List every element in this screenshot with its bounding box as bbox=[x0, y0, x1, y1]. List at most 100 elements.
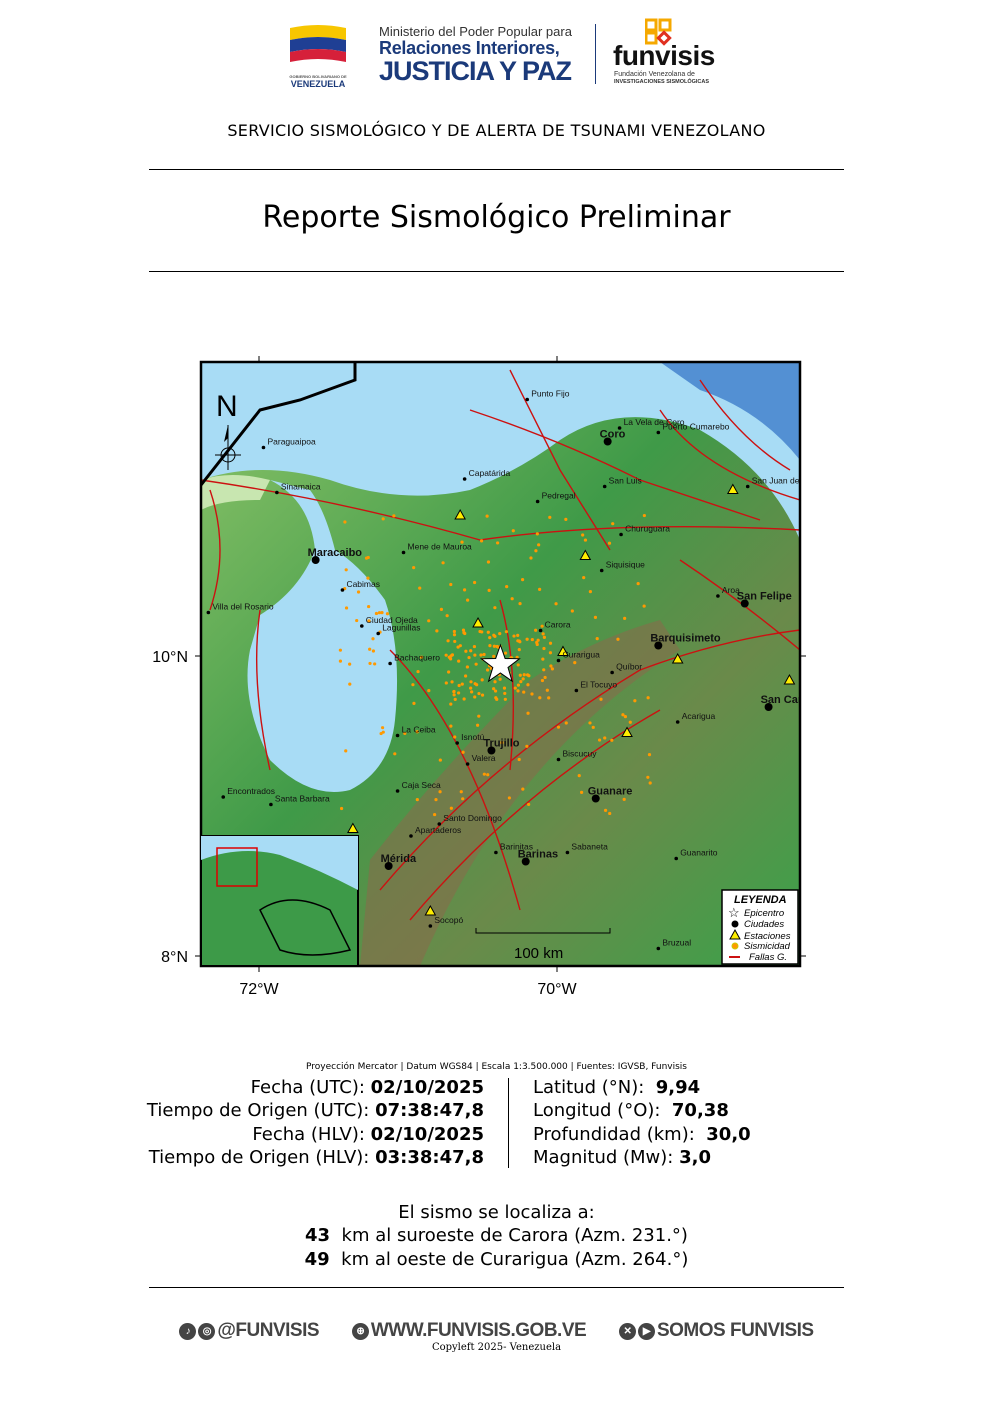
deep-sea bbox=[660, 362, 800, 460]
seismicity-dot bbox=[449, 582, 453, 587]
seismicity-dot bbox=[467, 655, 471, 660]
seismicity-dot bbox=[622, 797, 626, 801]
seismicity-dot bbox=[477, 691, 481, 696]
lat-tick-label: 10°N bbox=[152, 649, 188, 666]
city-label: Bachaquero bbox=[394, 653, 440, 663]
seismicity-dot bbox=[518, 673, 522, 677]
seismicity-dot bbox=[427, 619, 431, 623]
seismicity-dot bbox=[473, 653, 477, 657]
city-label: Coro bbox=[600, 429, 626, 441]
seismicity-dot bbox=[486, 630, 490, 634]
seismicity-dot bbox=[452, 629, 456, 634]
seismicity-dot bbox=[462, 697, 466, 701]
seismicity-dot bbox=[603, 808, 608, 812]
city-dot bbox=[538, 628, 543, 633]
channel-name[interactable]: SOMOS FUNVISIS bbox=[656, 1320, 814, 1341]
city-dot bbox=[487, 746, 496, 755]
seismicity-dot bbox=[520, 578, 525, 582]
city-label: Churuguara bbox=[625, 524, 670, 534]
seismicity-dot bbox=[476, 723, 480, 727]
seismicity-dot bbox=[464, 674, 468, 678]
city-label: Sinamaica bbox=[281, 482, 321, 492]
seismicity-dot bbox=[540, 624, 544, 628]
seismicity-dot bbox=[500, 740, 504, 745]
city-label: San Luis bbox=[609, 476, 642, 486]
station-marker bbox=[454, 508, 466, 520]
seismicity-dot bbox=[411, 683, 415, 687]
location-ref: 43 km al suroeste de Carora (Azm. 231.°) bbox=[305, 1225, 688, 1247]
city-label: Mérida bbox=[381, 853, 417, 865]
city-label: Acarigua bbox=[682, 711, 716, 721]
info-divider bbox=[508, 1078, 509, 1168]
seismicity-dot bbox=[525, 673, 530, 677]
seismicity-dot-icon bbox=[731, 942, 739, 950]
seismicity-dot bbox=[367, 619, 371, 623]
seismicity-dot bbox=[446, 639, 450, 643]
city-label: Barquisimeto bbox=[650, 633, 721, 645]
info-row: Magnitud (Mw): 3,0 bbox=[533, 1146, 711, 1168]
seismicity-dot bbox=[498, 632, 502, 636]
scale-label: 100 km bbox=[514, 945, 563, 962]
legend-sismicidad: Sismicidad bbox=[744, 941, 791, 952]
seismicity-dot bbox=[461, 797, 465, 801]
seismicity-dot bbox=[518, 640, 522, 644]
social-handle[interactable]: @FUNVISIS bbox=[217, 1320, 320, 1341]
border-line bbox=[201, 362, 357, 486]
seismicity-dot bbox=[355, 618, 359, 623]
location-ref: 49 km al oeste de Curarigua (Azm. 264.°) bbox=[304, 1248, 689, 1270]
seismicity-dot bbox=[460, 682, 464, 686]
station-marker bbox=[726, 483, 739, 494]
seismicity-dot bbox=[556, 725, 561, 729]
city-dot bbox=[455, 741, 459, 745]
city-dot bbox=[656, 946, 661, 951]
seismicity-dot bbox=[482, 772, 486, 776]
tiktok-icon[interactable]: ♪ bbox=[179, 1323, 197, 1340]
seismicity-dot bbox=[348, 662, 352, 666]
divider bbox=[149, 169, 844, 170]
seismicity-dot bbox=[453, 735, 457, 739]
seismicity-dot bbox=[543, 675, 547, 680]
website-link[interactable]: WWW.FUNVISIS.GOB.VE bbox=[370, 1320, 587, 1341]
seismicity-dot bbox=[403, 731, 407, 736]
legend-title: LEYENDA bbox=[734, 894, 787, 906]
youtube-icon[interactable]: ▶ bbox=[637, 1323, 655, 1340]
seismicity-dot bbox=[460, 540, 464, 544]
seismicity-dot bbox=[564, 721, 568, 725]
instagram-icon[interactable]: ◎ bbox=[198, 1323, 216, 1340]
seismicity-dot bbox=[380, 611, 384, 615]
seismicity-dot bbox=[367, 604, 371, 609]
seismicity-dot bbox=[529, 556, 533, 560]
city-label: El Tocuyo bbox=[580, 680, 617, 690]
city-label: Pedregal bbox=[542, 491, 576, 501]
city-label: Punto Fijo bbox=[531, 389, 570, 399]
seismicity-dot bbox=[439, 607, 444, 611]
seismicity-dot bbox=[535, 532, 539, 536]
stations-layer bbox=[347, 483, 796, 916]
seismicity-dot bbox=[530, 637, 534, 642]
city-dot bbox=[462, 477, 467, 481]
city-dot bbox=[340, 588, 345, 592]
seismicity-dot bbox=[503, 697, 507, 701]
seismicity-dot bbox=[477, 714, 481, 718]
axis-ticks: 10°N 8°N 72°W 70°W bbox=[152, 356, 806, 998]
guajira bbox=[201, 475, 270, 510]
seismicity-dot bbox=[381, 730, 385, 734]
seismicity-dot bbox=[595, 637, 599, 641]
seismicity-dot bbox=[538, 696, 542, 700]
x-icon[interactable]: ✕ bbox=[618, 1323, 636, 1340]
seismicity-dot bbox=[564, 517, 568, 521]
star-icon: ☆ bbox=[728, 905, 740, 920]
seismicity-dot bbox=[461, 750, 465, 754]
seismicity-dot bbox=[488, 636, 492, 640]
seismicity-dot bbox=[472, 644, 477, 649]
seismicity-dot bbox=[458, 644, 462, 648]
seismicity-dot bbox=[554, 602, 558, 606]
city-dot bbox=[395, 789, 400, 793]
city-label: La Vela de Coro bbox=[624, 417, 685, 427]
seismicity-dot bbox=[480, 693, 485, 697]
city-label: La Ceiba bbox=[402, 725, 436, 735]
city-dot bbox=[574, 688, 579, 693]
station-marker bbox=[557, 645, 569, 656]
seismicity-dot bbox=[633, 699, 637, 703]
seismicity-dot bbox=[438, 758, 442, 762]
